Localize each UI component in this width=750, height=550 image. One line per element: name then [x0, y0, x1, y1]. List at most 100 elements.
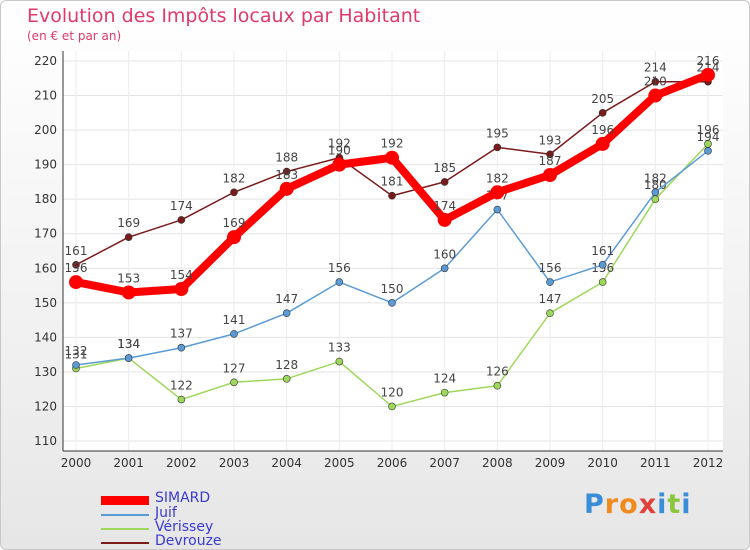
x-tick-label: 2007 — [429, 456, 460, 470]
data-point-juif — [72, 361, 80, 369]
data-point-verissey — [598, 278, 607, 286]
data-label-simard: 182 — [486, 171, 509, 185]
data-point-simard — [332, 157, 347, 172]
data-point-juif — [230, 330, 238, 338]
data-point-verissey — [546, 309, 554, 317]
y-tick-label: 160 — [34, 261, 57, 275]
data-point-devrouze — [230, 188, 238, 197]
data-label-verissey: 147 — [539, 292, 562, 306]
data-point-devrouze — [72, 261, 80, 269]
data-label-simard: 154 — [170, 268, 193, 282]
data-point-juif — [124, 354, 133, 362]
y-tick-label: 150 — [34, 296, 57, 310]
x-tick-label: 2011 — [640, 456, 671, 470]
y-tick-label: 200 — [34, 123, 57, 137]
data-point-simard — [648, 88, 663, 103]
x-tick-label: 2003 — [219, 456, 250, 470]
data-label-devrouze: 161 — [65, 244, 88, 258]
data-label-simard: 153 — [117, 271, 140, 285]
logo-letter: i — [681, 489, 692, 520]
data-label-simard: 210 — [644, 75, 667, 89]
data-point-juif — [177, 343, 186, 352]
chart-title: Evolution des Impôts locaux par Habitant — [27, 5, 421, 27]
x-tick-label: 2005 — [324, 456, 355, 470]
legend-swatch-simard — [101, 495, 149, 505]
legend-swatch-devrouze — [101, 542, 149, 544]
data-point-juif — [440, 264, 449, 273]
data-label-devrouze: 195 — [486, 126, 509, 140]
data-label-simard: 169 — [223, 216, 246, 230]
data-label-juif: 160 — [433, 247, 456, 261]
legend-label-devrouze: Devrouze — [155, 533, 222, 549]
logo-letter: x — [638, 489, 658, 520]
y-tick-label: 120 — [34, 399, 57, 413]
data-point-verissey — [493, 381, 502, 390]
logo-letter: r — [604, 489, 620, 520]
data-label-devrouze: 181 — [381, 175, 404, 189]
data-label-juif: 156 — [539, 261, 562, 275]
data-label-juif: 141 — [223, 313, 246, 327]
data-point-juif — [493, 205, 502, 214]
data-point-juif — [651, 188, 660, 197]
data-label-juif: 150 — [381, 282, 404, 296]
data-point-simard — [121, 285, 136, 300]
data-point-simard — [490, 185, 505, 200]
data-label-simard: 187 — [539, 154, 562, 168]
data-label-verissey: 124 — [433, 372, 456, 386]
data-point-devrouze — [651, 77, 660, 86]
x-tick-label: 2006 — [377, 456, 408, 470]
data-label-juif: 147 — [275, 292, 298, 306]
data-point-simard — [279, 181, 294, 196]
data-label-verissey: 127 — [223, 361, 246, 375]
data-point-juif — [335, 278, 344, 286]
data-point-juif — [388, 299, 396, 307]
y-tick-label: 140 — [34, 330, 57, 344]
data-point-devrouze — [546, 150, 554, 159]
y-tick-label: 210 — [34, 89, 57, 103]
data-label-verissey: 126 — [486, 365, 509, 379]
data-point-verissey — [177, 395, 186, 404]
x-tick-label: 2010 — [587, 456, 618, 470]
data-label-juif: 161 — [591, 244, 614, 258]
x-tick-label: 2000 — [61, 456, 92, 470]
data-point-verissey — [388, 402, 396, 411]
data-label-juif: 132 — [65, 344, 88, 358]
data-label-simard: 190 — [328, 144, 351, 158]
data-label-verissey: 196 — [697, 123, 720, 137]
data-point-simard — [385, 150, 399, 165]
data-point-verissey — [335, 357, 344, 366]
data-label-devrouze: 188 — [275, 151, 298, 165]
x-tick-label: 2012 — [693, 456, 724, 470]
y-tick-label: 170 — [34, 227, 57, 241]
logo-letter: P — [584, 489, 605, 520]
data-label-devrouze: 192 — [328, 137, 351, 151]
data-label-verissey: 133 — [328, 341, 351, 355]
data-point-devrouze — [440, 178, 449, 186]
data-point-juif — [282, 309, 291, 317]
legend-label-simard: SIMARD — [155, 490, 211, 506]
data-point-juif — [704, 147, 712, 155]
y-tick-label: 130 — [34, 365, 57, 379]
chart-subtitle: (en € et par an) — [27, 29, 122, 43]
data-point-simard — [701, 67, 715, 82]
data-label-simard: 174 — [433, 199, 456, 213]
data-label-verissey: 134 — [117, 337, 140, 351]
data-label-simard: 156 — [65, 261, 88, 275]
legend-label-juif: Juif — [155, 505, 177, 521]
data-label-verissey: 131 — [65, 347, 88, 361]
data-label-verissey: 122 — [170, 379, 193, 393]
y-tick-label: 180 — [34, 192, 57, 206]
data-label-simard: 196 — [591, 123, 614, 137]
x-tick-label: 2002 — [166, 456, 197, 470]
legend-swatch-verissey — [101, 528, 149, 530]
data-label-juif: 156 — [328, 261, 351, 275]
data-label-simard: 192 — [381, 137, 404, 151]
data-point-verissey — [282, 375, 291, 383]
data-point-juif — [598, 261, 607, 269]
data-label-devrouze: 182 — [223, 171, 246, 185]
x-tick-label: 2001 — [113, 456, 144, 470]
data-point-juif — [546, 278, 554, 286]
data-label-simard: 216 — [697, 54, 720, 68]
